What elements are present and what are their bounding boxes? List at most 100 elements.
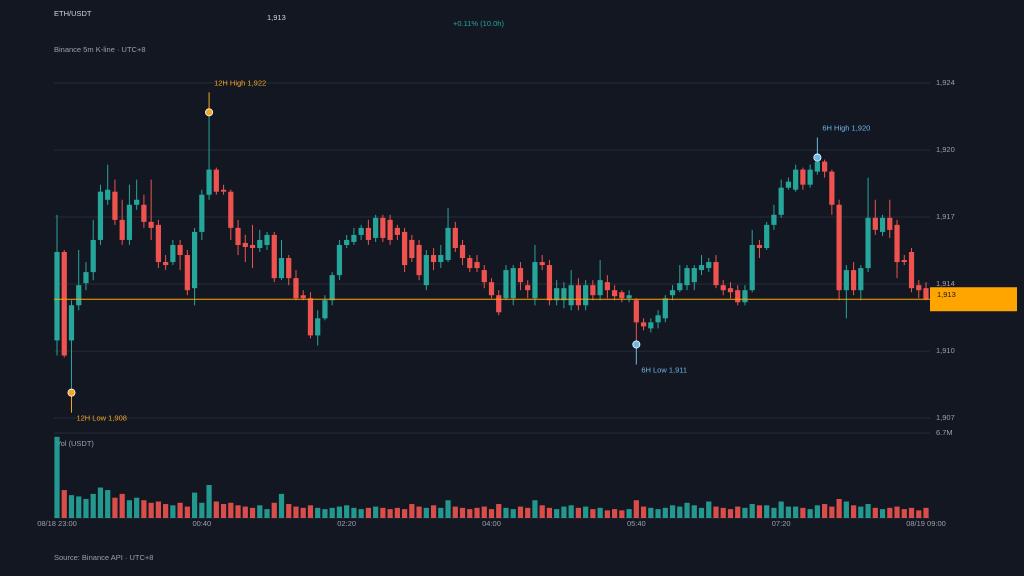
y-tick-label: 1,924 (936, 78, 955, 87)
volume-bar (293, 506, 299, 518)
candle-body (474, 262, 480, 269)
candle-body (307, 298, 314, 336)
candle-body (677, 283, 683, 291)
candle-body (525, 285, 531, 291)
annotation-label: 12H Low 1,908 (76, 414, 126, 423)
volume-bar (83, 498, 89, 518)
candle-body (865, 217, 871, 269)
volume-bar (163, 504, 169, 518)
candle-body (184, 255, 190, 291)
candle-body (503, 270, 509, 299)
candle-body (191, 231, 198, 289)
volume-bar (887, 507, 893, 518)
volume-bar (213, 501, 219, 518)
candle-body (612, 290, 618, 297)
candle-body (97, 191, 104, 240)
volume-bar (778, 501, 784, 518)
candle-body (141, 204, 147, 222)
candle-body (720, 285, 726, 291)
candle-body (633, 300, 639, 323)
volume-bar (532, 500, 538, 518)
volume-bar (597, 507, 603, 518)
candle-body (329, 275, 335, 301)
volume-bar (177, 502, 183, 518)
candle-body (148, 221, 154, 228)
volume-bar (691, 505, 697, 518)
volume-bar (735, 506, 741, 518)
annotation-label: 6H Low 1,911 (641, 365, 687, 374)
candle-body (76, 285, 82, 306)
candle-body (785, 181, 792, 188)
candle-body (322, 300, 328, 319)
volume-bar (546, 507, 553, 518)
volume-bar (517, 506, 524, 518)
candle-body (793, 169, 799, 190)
candle-body (590, 285, 596, 296)
candle-body (134, 199, 140, 205)
candle-body (373, 217, 379, 238)
volume-bar (742, 507, 748, 518)
price-change: +0.11% (10.0h) (453, 19, 504, 28)
volume-bar (235, 505, 241, 518)
volume-bar (199, 502, 205, 518)
volume-bar (119, 493, 125, 518)
volume-bar (793, 506, 799, 518)
candle-body (742, 290, 748, 303)
last-price-label: 1,913 (937, 290, 956, 299)
volume-bar (720, 507, 726, 518)
volume-bar (141, 500, 147, 518)
volume-bar (561, 506, 567, 518)
candle-body (394, 227, 400, 235)
volume-bar (481, 506, 487, 518)
volume-bar (430, 505, 437, 518)
x-tick-label: 02:20 (337, 519, 356, 528)
y-tick-label: 1,907 (936, 413, 955, 422)
volume-bar (590, 509, 596, 518)
candle-body (662, 298, 668, 319)
candle-body (698, 265, 705, 271)
candle-body (648, 322, 654, 329)
candle-body (68, 305, 75, 341)
volume-bar (626, 509, 632, 518)
volume-bar (575, 507, 582, 518)
volume-bar (467, 509, 473, 518)
chart-subtitle: Binance 5m K-line · UTC+8 (54, 45, 146, 54)
volume-bar (438, 507, 444, 518)
x-tick-label: 08/18 23:00 (37, 519, 77, 528)
candle-body (228, 191, 234, 228)
volume-bar (286, 504, 292, 518)
volume-bar (278, 493, 285, 518)
x-tick-label: 05:40 (627, 519, 646, 528)
y-tick-label: 1,910 (936, 346, 955, 355)
volume-bar (191, 492, 198, 518)
volume-bar (865, 504, 871, 518)
candle-body (619, 292, 625, 299)
volume-bar (698, 507, 705, 518)
volume-bar (336, 506, 343, 518)
volume-bar (257, 505, 263, 518)
candle-body (445, 227, 451, 261)
volume-bar (727, 509, 734, 518)
y-tick-label: 1,917 (936, 212, 955, 221)
candle-body (713, 262, 719, 286)
volume-bar (604, 510, 610, 518)
candle-body (510, 268, 516, 299)
candle-body (315, 318, 321, 336)
candle-body (155, 224, 161, 263)
candle-body (423, 255, 429, 286)
chart-title: ETH/USDT (54, 9, 92, 18)
candle-body (112, 191, 118, 220)
volume-bar (387, 509, 393, 518)
volume-bar (879, 509, 886, 518)
volume-bar (923, 507, 929, 518)
volume-bar (619, 510, 625, 518)
volume-bar (54, 436, 60, 518)
candle-body (879, 217, 886, 232)
candle-body (822, 161, 828, 172)
volume-bar (807, 509, 813, 518)
volume-bar (474, 507, 480, 518)
annotation-marker (205, 108, 214, 117)
x-tick-label: 08/19 09:00 (906, 519, 946, 528)
candle-body (54, 252, 60, 341)
